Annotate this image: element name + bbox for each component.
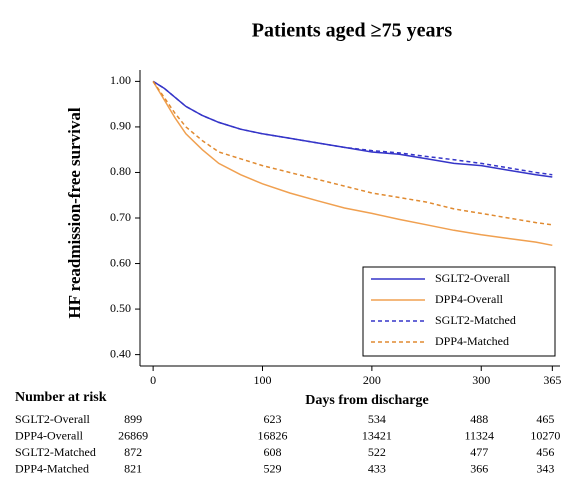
survival-curve [152, 80, 553, 178]
risk-value: 16826 [258, 428, 288, 442]
risk-value: 529 [264, 461, 282, 475]
y-axis-label: HF readmission-free survival [65, 107, 84, 318]
risk-value: 343 [536, 461, 554, 475]
x-tick-label: 300 [472, 373, 490, 387]
legend-label: DPP4-Matched [435, 334, 509, 348]
risk-value: 433 [368, 461, 386, 475]
legend-label: DPP4-Overall [435, 292, 504, 306]
survival-curve [152, 81, 553, 247]
risk-row-label: SGLT2-Matched [15, 445, 96, 459]
risk-value: 10270 [530, 428, 560, 442]
risk-value: 899 [124, 412, 142, 426]
risk-value: 608 [264, 445, 282, 459]
x-tick-label: 365 [543, 373, 561, 387]
y-tick-label: 0.90 [110, 119, 131, 133]
x-tick-label: 200 [363, 373, 381, 387]
y-tick-label: 1.00 [110, 73, 131, 87]
x-tick-label: 100 [254, 373, 272, 387]
y-tick-label: 0.50 [110, 301, 131, 315]
survival-curve [152, 80, 553, 226]
legend-box [362, 266, 556, 357]
risk-value: 11324 [464, 428, 494, 442]
risk-value: 623 [264, 412, 282, 426]
risk-value: 477 [470, 445, 488, 459]
risk-row-label: DPP4-Overall [15, 428, 84, 442]
risk-value: 465 [536, 412, 554, 426]
risk-value: 456 [536, 445, 554, 459]
risk-value: 534 [368, 412, 386, 426]
x-tick-label: 0 [150, 373, 156, 387]
survival-curve [152, 80, 553, 176]
y-tick-label: 0.60 [110, 255, 131, 269]
x-axis-label: Days from discharge [305, 393, 428, 408]
chart-title: Patients aged ≥75 years [252, 20, 453, 42]
risk-value: 872 [124, 445, 142, 459]
risk-value: 522 [368, 445, 386, 459]
risk-value: 13421 [362, 428, 392, 442]
risk-value: 366 [470, 461, 488, 475]
y-tick-label: 0.40 [110, 346, 131, 360]
risk-row-label: SGLT2-Overall [15, 412, 91, 426]
risk-row-label: DPP4-Matched [15, 461, 89, 475]
legend-label: SGLT2-Overall [435, 271, 511, 285]
legend-label: SGLT2-Matched [435, 313, 516, 327]
risk-value: 26869 [118, 428, 148, 442]
y-tick-label: 0.80 [110, 164, 131, 178]
y-tick-label: 0.70 [110, 210, 131, 224]
risk-value: 821 [124, 461, 142, 475]
risk-table-title: Number at risk [15, 390, 107, 405]
risk-value: 488 [470, 412, 488, 426]
